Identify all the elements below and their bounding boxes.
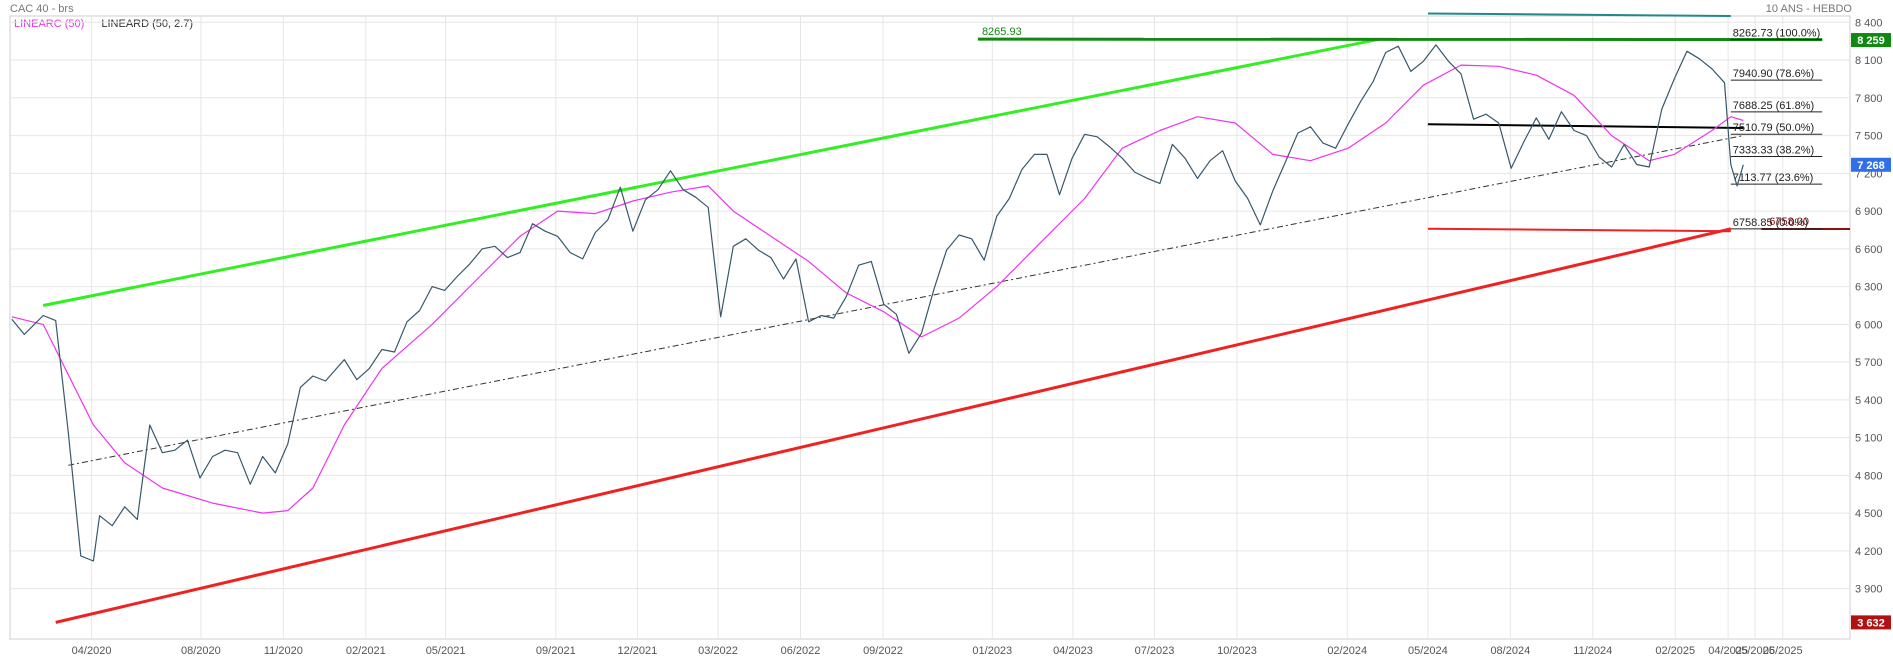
price-badge bbox=[1851, 615, 1891, 630]
chart-period: 10 ANS - HEBDO bbox=[1765, 3, 1852, 15]
y-tick-label: 5 700 bbox=[1855, 357, 1883, 369]
price-badge bbox=[1851, 33, 1891, 48]
x-tick-label: 09/2021 bbox=[536, 645, 576, 657]
uptrend-line bbox=[42, 37, 1380, 307]
y-tick-label: 8 100 bbox=[1855, 55, 1883, 67]
moving-average-line bbox=[11, 64, 1744, 514]
red-support-segment bbox=[1427, 227, 1731, 233]
y-tick-label: 5 400 bbox=[1855, 395, 1883, 407]
x-tick-label: 07/2023 bbox=[1135, 645, 1175, 657]
x-tick-label: 02/2024 bbox=[1327, 645, 1367, 657]
x-tick-label: 01/2023 bbox=[972, 645, 1012, 657]
y-tick-label: 3 900 bbox=[1855, 584, 1883, 596]
fib-level-label: 6758.85 (0.0%) bbox=[1733, 217, 1808, 229]
x-tick-label: 08/2024 bbox=[1490, 645, 1530, 657]
x-tick-label: 05/2024 bbox=[1408, 645, 1448, 657]
support-level-label: 6758.00 bbox=[1769, 216, 1809, 228]
x-tick-label: 05/2021 bbox=[426, 645, 466, 657]
x-tick-label: 10/2023 bbox=[1217, 645, 1257, 657]
y-tick-label: 7 500 bbox=[1855, 131, 1883, 143]
y-tick-label: 4 800 bbox=[1855, 470, 1883, 482]
regression-line bbox=[68, 135, 1744, 466]
x-tick-label: 02/2021 bbox=[346, 645, 386, 657]
fib-level-label: 7333.33 (38.2%) bbox=[1733, 145, 1814, 157]
x-tick-label: 04/2020 bbox=[72, 645, 112, 657]
fib-level-label: 7510.79 (50.0%) bbox=[1733, 122, 1814, 134]
fib-level-label: 7688.25 (61.8%) bbox=[1733, 100, 1814, 112]
x-tick-label: 11/2024 bbox=[1573, 645, 1612, 657]
x-tick-label: 06/2022 bbox=[781, 645, 821, 657]
black-trend-segment bbox=[1427, 123, 1744, 130]
fib-level-label: 8262.73 (100.0%) bbox=[1733, 28, 1820, 40]
price-badge-label: 8 259 bbox=[1857, 35, 1885, 47]
fib-level-label: 7940.90 (78.6%) bbox=[1733, 68, 1814, 80]
y-tick-label: 4 500 bbox=[1855, 508, 1883, 520]
legend: LINEARC (50) LINEARD (50, 2.7) bbox=[14, 18, 207, 30]
resistance-label: 8265.93 bbox=[982, 26, 1022, 38]
downtrend-line bbox=[55, 227, 1732, 624]
plot-frame bbox=[9, 15, 1851, 640]
fib-level-label: 7113.77 (23.6%) bbox=[1733, 172, 1814, 184]
x-tick-label: 03/2022 bbox=[698, 645, 738, 657]
x-tick-label: 08/2020 bbox=[181, 645, 221, 657]
y-tick-label: 6 900 bbox=[1855, 206, 1883, 218]
x-tick-label: 06/2025 bbox=[1763, 645, 1803, 657]
y-tick-label: 6 600 bbox=[1855, 244, 1883, 256]
legend-regression: LINEARD (50, 2.7) bbox=[101, 18, 194, 30]
price-badge-label: 3 632 bbox=[1857, 617, 1885, 629]
y-tick-label: 5 100 bbox=[1855, 433, 1883, 445]
x-tick-label: 09/2022 bbox=[863, 645, 903, 657]
y-tick-label: 8 400 bbox=[1855, 17, 1883, 29]
x-tick-label: 05/2025 bbox=[1735, 645, 1775, 657]
price-badge bbox=[1851, 157, 1891, 172]
price-line bbox=[11, 44, 1744, 562]
x-tick-label: 11/2020 bbox=[264, 645, 303, 657]
legend-ma: LINEARC (50) bbox=[14, 18, 85, 30]
x-tick-label: 04/2025 bbox=[1708, 645, 1748, 657]
y-tick-label: 6 000 bbox=[1855, 319, 1883, 331]
top-channel-line bbox=[1427, 12, 1731, 17]
x-tick-label: 04/2023 bbox=[1053, 645, 1093, 657]
x-tick-label: 12/2021 bbox=[617, 645, 657, 657]
y-tick-label: 7 800 bbox=[1855, 93, 1883, 105]
x-tick-label: 02/2025 bbox=[1655, 645, 1695, 657]
y-tick-label: 4 200 bbox=[1855, 546, 1883, 558]
y-tick-label: 6 300 bbox=[1855, 282, 1883, 294]
price-badge-label: 7 268 bbox=[1857, 160, 1885, 172]
chart-title: CAC 40 - brs bbox=[10, 3, 74, 15]
